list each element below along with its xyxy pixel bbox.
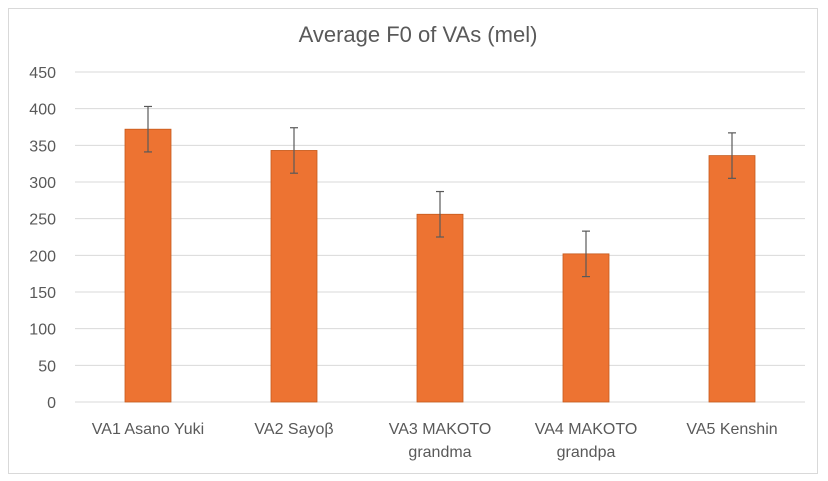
- bar: [270, 150, 318, 403]
- x-tick-label-line: VA4 MAKOTO: [535, 421, 638, 438]
- y-tick-label: 200: [29, 248, 56, 265]
- y-tick-label: 100: [29, 322, 56, 339]
- error-bar: [144, 105, 152, 153]
- bar: [708, 155, 756, 403]
- bar: [562, 253, 610, 403]
- x-tick-label: VA4 MAKOTO grandpa: [535, 421, 638, 461]
- chart-title: Average F0 of VAs (mel): [299, 22, 538, 47]
- x-tick-label-line: VA5 Kenshin: [686, 421, 777, 438]
- x-tick-label: VA1 Asano Yuki: [92, 421, 204, 438]
- bar: [124, 128, 172, 403]
- y-tick-label: 450: [29, 65, 56, 82]
- y-tick-label: 0: [47, 395, 56, 412]
- y-tick-label: 300: [29, 175, 56, 192]
- x-tick-label-line: grandpa: [557, 444, 616, 461]
- x-tick-label: VA3 MAKOTO grandma: [389, 421, 492, 461]
- bars: [124, 128, 756, 403]
- grid-lines: [75, 71, 805, 403]
- error-bar: [582, 230, 590, 278]
- x-tick-label: VA2 Sayoβ: [254, 421, 333, 438]
- error-bar: [728, 132, 736, 179]
- x-tick-label-line: VA3 MAKOTO: [389, 421, 492, 438]
- x-tick-label: VA5 Kenshin: [686, 421, 777, 438]
- x-tick-label-line: VA2 Sayoβ: [254, 421, 333, 438]
- y-axis-ticks: 0 50 100 150 200 250 300 350 400 450: [29, 65, 56, 412]
- y-tick-label: 350: [29, 138, 56, 155]
- y-tick-label: 400: [29, 102, 56, 119]
- y-tick-label: 150: [29, 285, 56, 302]
- x-tick-label-line: VA1 Asano Yuki: [92, 421, 204, 438]
- y-tick-label: 250: [29, 212, 56, 229]
- x-axis-ticks: VA1 Asano Yuki VA2 Sayoβ VA3 MAKOTO grandma…: [92, 421, 778, 461]
- bar: [416, 213, 464, 403]
- y-tick-label: 50: [38, 358, 56, 375]
- error-bars: [144, 105, 736, 278]
- error-bar: [290, 127, 298, 174]
- error-bar: [436, 190, 444, 238]
- x-tick-label-line: grandma: [408, 444, 471, 461]
